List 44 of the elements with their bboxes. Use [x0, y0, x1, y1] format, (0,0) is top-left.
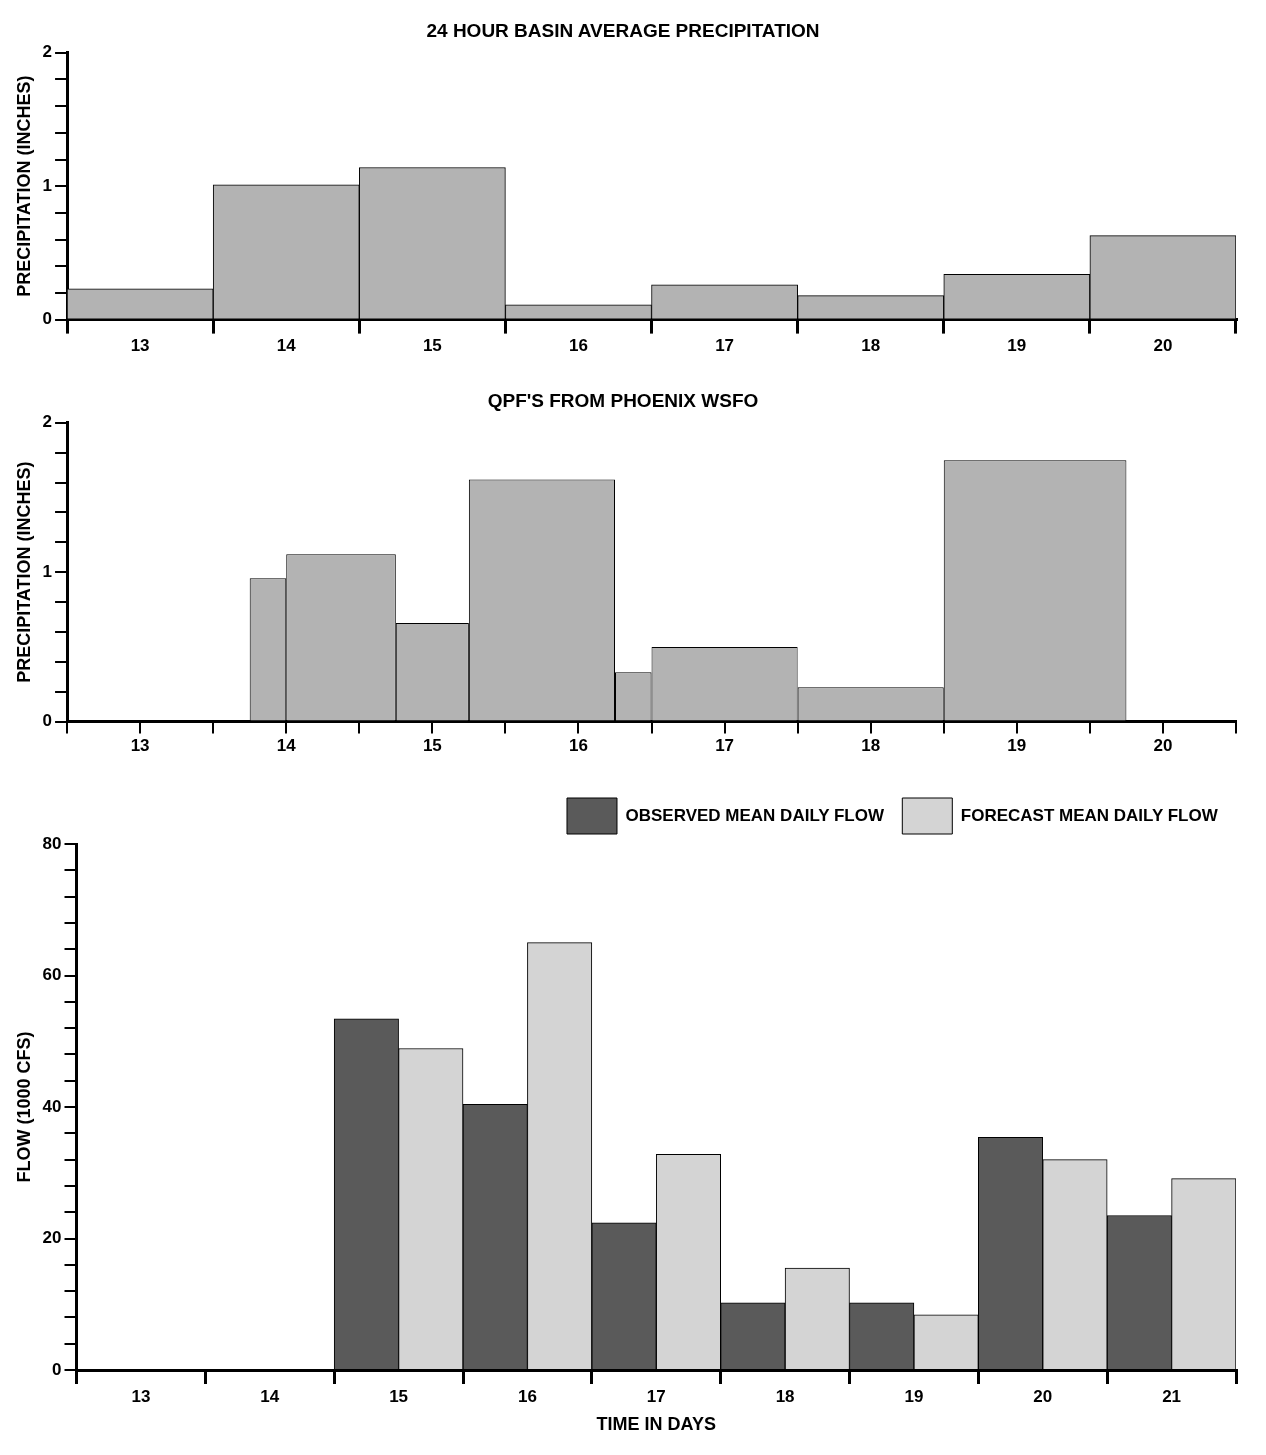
- x-tick-label: 20: [1153, 336, 1173, 356]
- y-tick-label: 2: [42, 42, 53, 62]
- y-tick-label: 2: [42, 412, 53, 432]
- x-tick-label: 15: [389, 1386, 409, 1406]
- y-tick-label: 0: [42, 711, 53, 731]
- y-tick-label: 1: [42, 561, 53, 581]
- x-tick-label: 14: [260, 1386, 280, 1406]
- x-tick-label: 19: [1007, 736, 1027, 756]
- x-tick-label: 13: [131, 1386, 151, 1406]
- legend-label: FORECAST MEAN DAILY FLOW: [960, 805, 1219, 825]
- x-tick-label: 18: [861, 736, 881, 756]
- x-tick-label: 19: [1007, 336, 1027, 356]
- x-tick-label: 15: [422, 336, 442, 356]
- x-tick-label: 14: [276, 336, 297, 356]
- y-tick-label: 1: [42, 175, 53, 195]
- x-tick-label: 19: [904, 1386, 924, 1406]
- y-tick-label: 20: [42, 1228, 62, 1248]
- x-tick-label: 18: [861, 336, 881, 356]
- chart-title: 24 HOUR BASIN AVERAGE PRECIPITATION: [426, 19, 820, 41]
- x-tick-label: 15: [422, 736, 442, 756]
- y-tick-label: 40: [42, 1096, 62, 1116]
- y-axis-title: PRECIPITATION (INCHES): [13, 75, 34, 297]
- x-tick-label: 13: [130, 336, 150, 356]
- x-tick-label: 16: [517, 1386, 537, 1406]
- x-tick-label: 20: [1033, 1386, 1053, 1406]
- x-tick-label: 17: [715, 336, 735, 356]
- x-tick-label: 14: [276, 736, 297, 756]
- y-tick-label: 0: [52, 1359, 62, 1379]
- x-tick-label: 13: [130, 736, 150, 756]
- x-tick-label: 17: [646, 1386, 666, 1406]
- x-tick-label: 18: [775, 1386, 795, 1406]
- y-tick-label: 0: [42, 309, 53, 329]
- chart-title: QPF'S FROM PHOENIX WSFO: [487, 389, 759, 411]
- x-tick-label: 20: [1153, 736, 1173, 756]
- x-tick-label: 17: [715, 736, 735, 756]
- y-axis-title: PRECIPITATION (INCHES): [13, 461, 34, 683]
- y-tick-label: 80: [42, 833, 62, 853]
- legend-label: OBSERVED MEAN DAILY FLOW: [625, 805, 885, 825]
- x-axis-title: TIME IN DAYS: [596, 1414, 716, 1435]
- x-tick-label: 21: [1162, 1386, 1182, 1406]
- y-axis-title: FLOW (1000 CFS): [13, 1031, 34, 1183]
- x-tick-label: 16: [569, 736, 588, 756]
- x-tick-label: 16: [569, 336, 588, 356]
- y-tick-label: 60: [42, 965, 62, 985]
